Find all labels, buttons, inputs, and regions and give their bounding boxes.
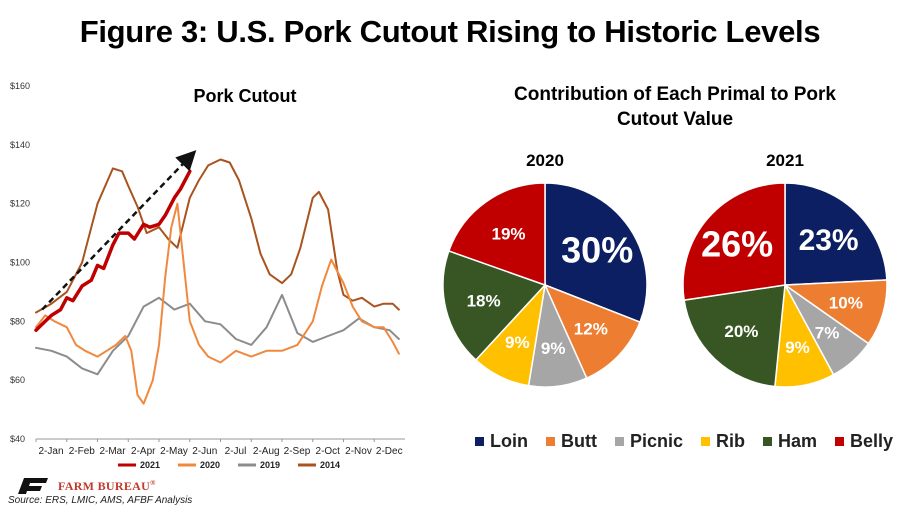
legend-label-rib: Rib (716, 430, 746, 451)
page-title: Figure 3: U.S. Pork Cutout Rising to His… (79, 14, 821, 49)
x-tick-label: 2-Sep (284, 446, 311, 457)
series-line-2019 (35, 293, 400, 376)
x-tick-label: 2-May (160, 446, 188, 457)
pie-slice-2021-loin (784, 182, 888, 286)
legend-item-rib: Rib (701, 431, 745, 452)
legend-item-belly: Belly (835, 431, 893, 452)
pie-label-2020-butt: 12% (574, 320, 608, 339)
pie-legend: Loin Butt Picnic Rib Ham Belly (475, 430, 893, 452)
x-tick-label: 2-Feb (69, 446, 96, 457)
legend-swatch-ham (763, 436, 773, 446)
pie-slice-2020-loin (544, 182, 648, 324)
legend-label-picnic: Picnic (629, 430, 684, 451)
pie-label-2021-picnic: 7% (815, 323, 840, 342)
farm-bureau-logo-text: FARM BUREAU® (58, 478, 156, 493)
pie-slice-2020-belly (447, 182, 546, 287)
legend-label-loin: Loin (490, 430, 528, 451)
pie-label-2020-loin: 30% (561, 229, 633, 270)
legend-item-butt: Butt (546, 431, 597, 452)
x-tick-label: 2-Jun (192, 446, 217, 457)
line-legend-label-2019: 2019 (260, 460, 280, 470)
legend-item-ham: Ham (763, 431, 817, 452)
legend-label-belly: Belly (850, 430, 894, 451)
legend-swatch-belly (835, 436, 845, 446)
pie-slice-2021-butt (782, 279, 888, 345)
farm-bureau-logo-icon (18, 478, 48, 494)
x-tick-label: 2-Apr (131, 446, 156, 457)
pie-label-2020-picnic: 9% (541, 339, 566, 358)
y-tick-label: $60 (10, 375, 25, 385)
x-tick-label: 2-Aug (253, 446, 280, 457)
legend-swatch-rib (701, 436, 711, 446)
x-tick-label: 2-Jul (225, 446, 247, 457)
pie-year-2020: 2020 (526, 151, 564, 170)
pie-label-2021-belly: 26% (701, 224, 773, 265)
series-line-2021 (34, 169, 192, 332)
pie-label-2021-ham: 20% (724, 322, 758, 341)
pie-slice-2021-belly (682, 182, 786, 301)
x-tick-label: 2-Nov (345, 446, 372, 457)
pork-cutout-line-chart: $40 $60 $80 $100 $120 $140 $160 2-Jan 2-Feb 2-Mar… (10, 81, 405, 470)
y-tick-label: $120 (10, 199, 30, 209)
pie-label-2021-loin: 23% (799, 224, 859, 257)
pie-year-2021: 2021 (766, 151, 804, 170)
x-tick-label: 2-Mar (99, 446, 126, 457)
legend-label-ham: Ham (778, 430, 818, 451)
legend-label-butt: Butt (561, 430, 597, 451)
legend-item-picnic: Picnic (614, 430, 684, 452)
line-chart-title: Pork Cutout (194, 86, 297, 106)
x-tick-label: 2-Jan (38, 446, 63, 457)
y-tick-label: $160 (10, 81, 30, 91)
y-tick-label: $140 (10, 140, 30, 150)
x-tick-label: 2-Dec (376, 446, 403, 457)
pie-label-2020-rib: 9% (505, 333, 530, 352)
legend-swatch-butt (546, 436, 555, 446)
legend-item-loin: Loin (475, 431, 528, 452)
pie-label-2020-belly: 19% (491, 225, 525, 244)
trend-arrow (41, 150, 197, 311)
series-line-2020 (35, 202, 400, 405)
primal-contribution-pies: 2020 30% 12% 9% 9% 18% 19% 2021 23% 10% 7% 9% 20% 26% (442, 151, 888, 388)
series-line-2014 (35, 158, 400, 314)
source-note: Source: ERS, LMIC, AMS, AFBF Analysis (8, 495, 193, 506)
pie-label-2021-butt: 10% (829, 294, 863, 313)
farm-bureau-logo: FARM BUREAU® (16, 476, 156, 496)
pie-slice-2020-butt (543, 283, 641, 380)
line-legend-label-2020: 2020 (200, 460, 220, 470)
pie-slice-2021-ham (683, 284, 786, 388)
y-tick-label: $40 (10, 434, 25, 444)
legend-swatch-loin (475, 436, 484, 446)
pie-chart-title: Contribution of Each Primal to Pork Cuto… (514, 84, 836, 130)
legend-swatch-picnic (614, 436, 624, 446)
y-tick-label: $80 (10, 316, 25, 326)
line-legend-label-2021: 2021 (140, 460, 160, 470)
pie-label-2020-ham: 18% (467, 291, 501, 310)
pie-slice-2020-ham (442, 250, 547, 362)
x-tick-label: 2-Oct (316, 446, 341, 457)
y-tick-label: $100 (10, 258, 30, 268)
line-legend-label-2014: 2014 (320, 460, 340, 470)
pie-label-2021-rib: 9% (785, 338, 810, 357)
